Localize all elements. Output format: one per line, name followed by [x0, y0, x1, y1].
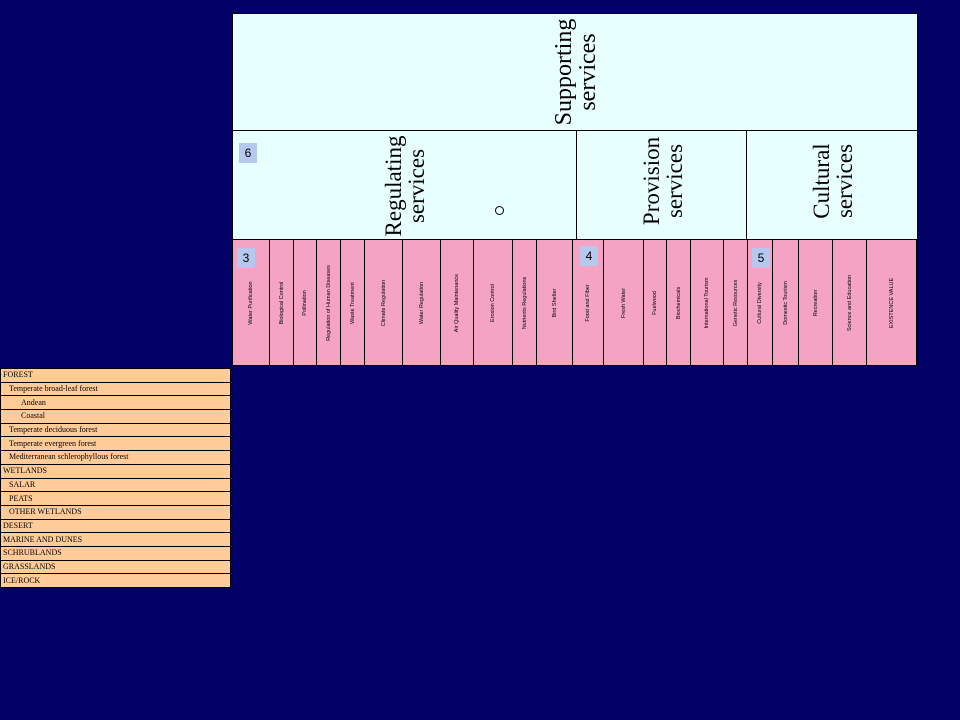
service-column-recreation: Recreation	[799, 240, 833, 365]
ecosystem-label: DESERT	[0, 518, 231, 534]
provision-services-label: Provision services	[639, 136, 687, 226]
service-column-bird-shelter: Bird Shelter	[537, 240, 573, 365]
ecosystem-label: Mediterranean schlerophyllous forest	[0, 450, 231, 465]
ecosystem-label: SALAR	[0, 477, 231, 493]
ecosystem-label: PEATS	[0, 491, 231, 506]
service-column-domestic-tourism: Domestic Tourism	[773, 240, 799, 365]
cultural-services-badge: 5	[752, 248, 770, 268]
table-row: Temperate broad-leaf forest	[0, 381, 231, 397]
service-column-biological-control: Biological Control	[270, 240, 294, 365]
ecosystem-label: Temperate evergreen forest	[0, 436, 231, 452]
service-column-erosion-control: Erosion Control	[474, 240, 513, 365]
service-label: Biochemicals	[675, 286, 682, 319]
cultural-services-label: Cultural services	[809, 143, 857, 219]
service-label: Pollination	[302, 289, 308, 316]
ecosystem-label: Andean	[0, 395, 231, 411]
table-row: SCHRUBLANDS	[0, 545, 231, 561]
ecosystem-label: Coastal	[0, 409, 231, 424]
service-column-cultural-diversity: Cultural Diversity	[748, 240, 773, 365]
service-label: Genetic Resources	[732, 279, 739, 326]
table-row: GRASSLANDS	[0, 559, 231, 575]
table-row: WETLANDS	[0, 463, 231, 479]
ecosystem-label: GRASSLANDS	[0, 559, 231, 575]
ecosystem-label: FOREST	[0, 368, 231, 383]
service-label: Waste Treatment	[349, 281, 356, 324]
service-label: Science and Education	[846, 274, 853, 331]
ecosystem-label: Temperate broad-leaf forest	[0, 381, 231, 397]
table-row: Andean	[0, 395, 231, 411]
service-column-water-regulation: Water Regulation	[403, 240, 441, 365]
service-column-climate-regulation: Climate Regulation	[365, 240, 403, 365]
service-column-food-and-fiber: Food and Fiber	[573, 240, 604, 365]
provision-services-header: Provision services	[576, 130, 747, 240]
ecosystem-label: SCHRUBLANDS	[0, 545, 231, 561]
table-row: ICE/ROCK	[0, 573, 231, 588]
service-label: Water Purification	[248, 280, 254, 325]
service-column-science-and-education: Science and Education	[833, 240, 867, 365]
cultural-services-header: Cultural services	[746, 130, 918, 240]
service-column-nutrients-regulations: Nutrients Regulations	[513, 240, 537, 365]
regulating-services-label: Regulating services	[381, 135, 429, 237]
service-column-air-quality-maintenance: Air Quality Maintenance	[441, 240, 474, 365]
service-label: Biological Control	[278, 281, 285, 324]
service-label: Nutrients Regulations	[521, 276, 528, 329]
supporting-services-label: Supporting services	[551, 18, 601, 126]
table-row: Coastal	[0, 409, 231, 424]
table-row: SALAR	[0, 477, 231, 493]
ecosystem-label: Temperate deciduous forest	[0, 422, 231, 438]
service-column-water-purification: Water Purification	[233, 240, 270, 365]
ecosystem-label: WETLANDS	[0, 463, 231, 479]
service-column-fresh-water: Fresh Water	[604, 240, 644, 365]
table-row: DESERT	[0, 518, 231, 534]
service-label: Cultural Diversity	[757, 281, 763, 324]
ecosystem-label: MARINE AND DUNES	[0, 532, 231, 547]
ecosystem-table: FOREST Temperate broad-leaf forest Andean C…	[0, 368, 231, 588]
service-column-biochemicals: Biochemicals	[667, 240, 691, 365]
service-label: Food and Fiber	[585, 283, 591, 322]
service-label: International Tourism	[704, 277, 710, 328]
table-row: Temperate deciduous forest	[0, 422, 231, 438]
service-column-international-tourism: International Tourism	[691, 240, 724, 365]
service-column-regulation-of-human-diseases: Regulation of Human Diseases	[317, 240, 341, 365]
service-column-waste-treatment: Waste Treatment	[341, 240, 365, 365]
service-label: Recreation	[812, 289, 819, 316]
service-label: Bird Shelter	[551, 288, 558, 317]
service-label: Domestic Tourism	[782, 280, 789, 325]
provision-services-badge: 4	[580, 246, 598, 266]
service-label: Climate Regulation	[380, 279, 387, 326]
table-row: FOREST	[0, 368, 231, 383]
supporting-services-header: Supporting services	[232, 13, 918, 131]
service-label: Fuelwood	[652, 290, 658, 315]
marker-circle	[495, 206, 504, 215]
regulating-services-badge: 3	[237, 248, 255, 268]
service-column-pollination: Pollination	[294, 240, 317, 365]
ecosystem-label: ICE/ROCK	[0, 573, 231, 588]
service-column-genetic-resources: Genetic Resources	[724, 240, 748, 365]
service-label: Regulation of Human Diseases	[325, 264, 332, 341]
table-row: Temperate evergreen forest	[0, 436, 231, 452]
table-row: PEATS	[0, 491, 231, 506]
table-row: OTHER WETLANDS	[0, 504, 231, 520]
regulating-badge: 6	[239, 143, 257, 163]
service-column-existence-value: EXISTENCE VALUE	[867, 240, 917, 365]
ecosystem-label: OTHER WETLANDS	[0, 504, 231, 520]
service-label: Fresh Water	[620, 287, 627, 318]
table-row: Mediterranean schlerophyllous forest	[0, 450, 231, 465]
regulating-services-header: 6 Regulating services	[232, 130, 577, 240]
service-label: EXISTENCE VALUE	[888, 277, 895, 328]
services-row: Water Purification Biological Control Poll…	[232, 239, 918, 366]
service-label: Air Quality Maintenance	[454, 273, 460, 332]
table-row: MARINE AND DUNES	[0, 532, 231, 547]
service-column-fuelwood: Fuelwood	[644, 240, 667, 365]
service-label: Water Regulation	[418, 281, 425, 324]
service-label: Erosion Control	[490, 283, 496, 322]
